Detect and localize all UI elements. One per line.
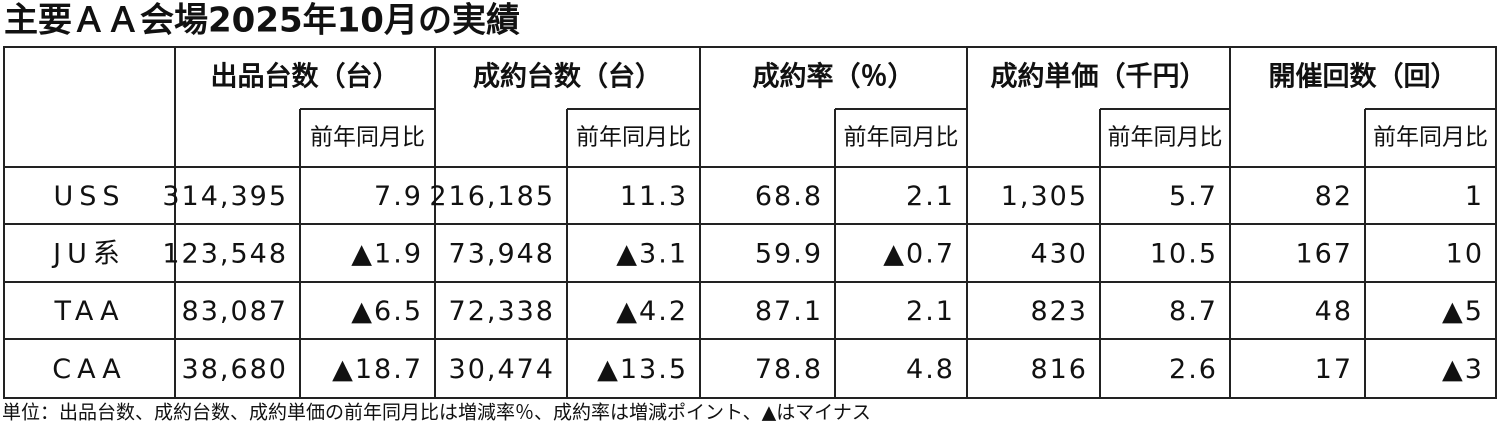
sub-header: 前年同月比 [1108,125,1223,151]
cell: 816 [1030,354,1088,385]
cell: ▲6.5 [351,296,423,327]
cell: ▲18.7 [332,354,423,385]
cell: 7.9 [374,181,423,212]
cell: 8.7 [1169,296,1218,327]
row-header: TAA [53,296,124,327]
cell: 2.1 [906,181,955,212]
cell: ▲1.9 [351,239,423,270]
cell: 2.1 [906,296,955,327]
cell: 10 [1446,239,1484,270]
cell: 87.1 [755,296,823,327]
cell: ▲3 [1442,354,1484,385]
cell: 73,948 [449,239,555,270]
cell: 48 [1315,296,1353,327]
cell: ▲13.5 [597,354,688,385]
cell: 72,338 [449,296,555,327]
cell: 123,548 [162,239,288,270]
cell: 17 [1315,354,1353,385]
group-header: 成約単価（千円） [991,61,1207,93]
title: 主要ＡＡ会場2025年10月の実績 [4,1,520,41]
cell: 430 [1030,239,1088,270]
cell: 2.6 [1169,354,1218,385]
cell: 1,305 [1001,181,1088,212]
cell: 68.8 [755,181,823,212]
cell: 5.7 [1169,181,1218,212]
cell: 4.8 [906,354,955,385]
cell: 167 [1295,239,1353,270]
group-header: 成約率（％） [753,61,915,93]
group-header: 成約台数（台） [473,61,662,93]
cell: 82 [1315,181,1353,212]
cell: 314,395 [162,181,288,212]
note: 単位：出品台数、成約台数、成約単価の前年同月比は増減率％、成約率は増減ポイント、… [2,402,871,424]
row-header: USS [53,181,125,212]
cell: 216,185 [429,181,555,212]
cell: 1 [1465,181,1484,212]
cell: 11.3 [620,181,688,212]
row-header: CAA [52,354,127,385]
cell: ▲4.2 [616,296,688,327]
cell: 10.5 [1150,239,1218,270]
sub-header: 前年同月比 [844,125,959,151]
cell: 30,474 [449,354,555,385]
table-frame [3,46,1497,399]
cell: ▲3.1 [616,239,688,270]
cell: 59.9 [755,239,823,270]
cell: ▲0.7 [883,239,955,270]
sub-header: 前年同月比 [576,125,691,151]
sub-header: 前年同月比 [1373,125,1488,151]
cell: 83,087 [182,296,288,327]
cell: 78.8 [755,354,823,385]
cell: ▲5 [1442,296,1484,327]
cell: 38,680 [182,354,288,385]
row-header: JU系 [51,239,126,270]
cell: 823 [1030,296,1088,327]
sub-header: 前年同月比 [310,125,425,151]
group-header: 開催回数（回） [1269,62,1458,93]
group-header: 出品台数（台） [211,61,400,93]
